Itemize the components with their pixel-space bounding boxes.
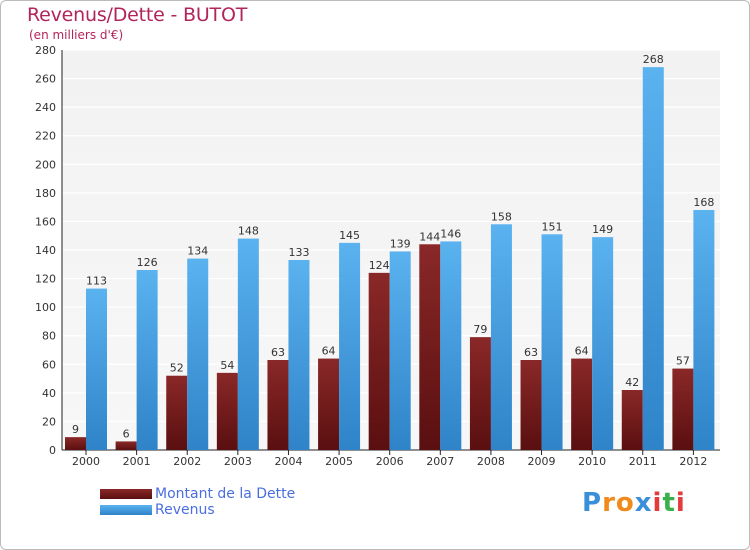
bar-debt xyxy=(166,375,188,450)
data-label-debt: 79 xyxy=(473,323,487,336)
data-label-debt: 52 xyxy=(170,362,184,375)
bar-debt xyxy=(65,437,86,450)
x-tick-label: 2006 xyxy=(376,455,404,468)
y-tick-label: 220 xyxy=(35,130,56,143)
x-tick-label: 2008 xyxy=(477,455,505,468)
data-label-debt: 57 xyxy=(676,355,690,368)
bar-debt xyxy=(267,360,289,450)
data-label-revenue: 146 xyxy=(440,227,461,240)
bar-debt xyxy=(419,244,441,450)
data-label-revenue: 126 xyxy=(137,256,158,269)
y-tick-label: 40 xyxy=(42,387,56,400)
y-tick-label: 100 xyxy=(35,301,56,314)
bar-revenue xyxy=(490,224,512,450)
data-label-revenue: 113 xyxy=(86,275,107,288)
bar-revenue xyxy=(339,242,361,450)
x-tick-label: 2012 xyxy=(679,455,707,468)
data-label-revenue: 149 xyxy=(592,223,613,236)
bar-debt xyxy=(520,360,542,450)
y-tick-label: 200 xyxy=(35,158,56,171)
bar-debt xyxy=(621,390,643,450)
logo-letter: o xyxy=(615,488,635,518)
data-label-revenue: 158 xyxy=(491,210,512,223)
data-label-revenue: 148 xyxy=(238,225,259,238)
logo-letter: r xyxy=(602,488,616,518)
proxiti-logo: Proxiti xyxy=(582,488,686,518)
chart-title: Revenus/Dette - BUTOT xyxy=(27,4,248,26)
y-tick-label: 20 xyxy=(42,415,56,428)
bar-debt xyxy=(672,368,694,450)
legend-label-revenue: Revenus xyxy=(155,502,215,518)
bar-debt xyxy=(469,337,491,450)
data-label-debt: 42 xyxy=(625,376,639,389)
x-tick-label: 2004 xyxy=(274,455,302,468)
bar-revenue xyxy=(288,260,310,450)
y-tick-label: 160 xyxy=(35,215,56,228)
x-tick-label: 2003 xyxy=(224,455,252,468)
y-tick-label: 180 xyxy=(35,187,56,200)
data-label-debt: 144 xyxy=(419,230,440,243)
data-label-revenue: 134 xyxy=(187,245,208,258)
bar-revenue xyxy=(86,288,107,450)
x-tick-label: 2007 xyxy=(426,455,454,468)
x-tick-label: 2005 xyxy=(325,455,353,468)
logo-letter: P xyxy=(582,488,603,518)
data-label-debt: 64 xyxy=(322,345,336,358)
y-tick-label: 260 xyxy=(35,73,56,86)
bar-debt xyxy=(318,358,340,450)
logo-letter: i xyxy=(652,488,663,518)
data-label-revenue: 168 xyxy=(693,196,714,209)
data-label-revenue: 268 xyxy=(643,53,664,66)
data-label-revenue: 151 xyxy=(542,220,563,233)
x-tick-label: 2009 xyxy=(528,455,556,468)
y-tick-label: 0 xyxy=(49,444,56,457)
data-label-revenue: 133 xyxy=(288,246,309,259)
bar-revenue xyxy=(187,258,209,450)
data-label-debt: 63 xyxy=(524,346,538,359)
y-tick-label: 120 xyxy=(35,273,56,286)
y-tick-label: 240 xyxy=(35,101,56,114)
x-tick-label: 2002 xyxy=(173,455,201,468)
y-tick-label: 280 xyxy=(35,44,56,57)
logo-letter: i xyxy=(675,488,686,518)
data-label-debt: 63 xyxy=(271,346,285,359)
x-tick-label: 2011 xyxy=(629,455,657,468)
bar-debt xyxy=(571,358,593,450)
legend-swatch-debt xyxy=(100,489,152,499)
legend-label-debt: Montant de la Dette xyxy=(155,486,296,502)
data-label-revenue: 139 xyxy=(390,237,411,250)
data-label-debt: 6 xyxy=(123,427,130,440)
bar-revenue xyxy=(693,210,715,450)
bar-revenue xyxy=(592,237,614,450)
bar-revenue xyxy=(136,270,158,450)
y-tick-label: 140 xyxy=(35,244,56,257)
bar-revenue xyxy=(642,67,664,451)
legend-swatch-revenue xyxy=(100,505,152,515)
x-tick-label: 2001 xyxy=(123,455,151,468)
bar-debt xyxy=(216,372,238,450)
bar-revenue xyxy=(389,251,411,450)
x-tick-label: 2000 xyxy=(72,455,100,468)
data-label-revenue: 145 xyxy=(339,229,360,242)
x-tick-label: 2010 xyxy=(578,455,606,468)
data-label-debt: 54 xyxy=(220,359,234,372)
logo-letter: x xyxy=(634,488,653,518)
bar-revenue xyxy=(541,234,563,450)
data-label-debt: 64 xyxy=(575,345,589,358)
data-label-debt: 124 xyxy=(369,259,390,272)
bar-revenue xyxy=(440,241,462,450)
bar-debt xyxy=(368,272,390,450)
bar-debt xyxy=(115,441,137,450)
y-tick-label: 80 xyxy=(42,330,56,343)
data-label-debt: 9 xyxy=(72,423,79,436)
chart-subtitle: (en milliers d'€) xyxy=(29,28,124,42)
bar-revenue xyxy=(237,238,259,450)
logo-letter: t xyxy=(662,488,676,518)
y-tick-label: 60 xyxy=(42,358,56,371)
